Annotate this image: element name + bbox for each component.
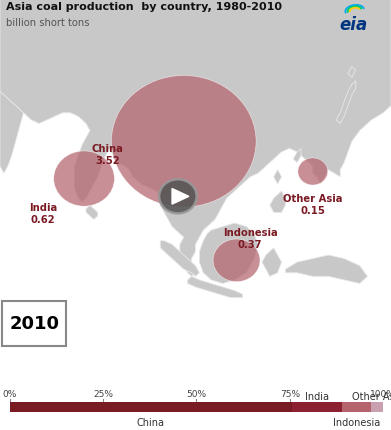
Polygon shape (0, 0, 391, 277)
Polygon shape (348, 68, 356, 78)
Text: Indonesia: Indonesia (333, 417, 380, 427)
Bar (371, 402, 383, 412)
Text: Other Asia: Other Asia (352, 391, 391, 401)
Text: 0%: 0% (3, 389, 17, 398)
Text: 50%: 50% (187, 389, 206, 398)
Polygon shape (336, 82, 356, 124)
Circle shape (159, 180, 197, 214)
Circle shape (298, 159, 328, 186)
Circle shape (213, 240, 260, 282)
Polygon shape (188, 277, 242, 298)
Circle shape (54, 152, 115, 207)
Text: 25%: 25% (93, 389, 113, 398)
Polygon shape (262, 249, 282, 277)
Polygon shape (285, 255, 368, 284)
Text: 2010: 2010 (9, 315, 59, 332)
Text: India
0.62: India 0.62 (29, 202, 57, 224)
Text: India: India (305, 391, 329, 401)
Text: China
3.52: China 3.52 (91, 144, 124, 166)
Polygon shape (86, 206, 98, 220)
Text: Asia coal production  by country, 1980-2010: Asia coal production by country, 1980-20… (6, 2, 282, 12)
Polygon shape (274, 170, 282, 184)
Polygon shape (293, 149, 301, 163)
Polygon shape (160, 241, 199, 277)
Bar (10, 402, 292, 412)
Text: billion short tons: billion short tons (6, 18, 90, 28)
Text: eia: eia (340, 16, 368, 34)
FancyBboxPatch shape (2, 301, 66, 346)
Text: China: China (137, 417, 165, 427)
Polygon shape (172, 189, 189, 205)
Polygon shape (199, 224, 258, 284)
Text: 100%: 100% (370, 389, 391, 398)
Polygon shape (0, 92, 23, 174)
Polygon shape (270, 192, 285, 213)
Text: Other Asia
0.15: Other Asia 0.15 (283, 194, 343, 216)
Text: Indonesia
0.37: Indonesia 0.37 (223, 227, 278, 249)
Bar (342, 402, 371, 412)
Bar (292, 402, 342, 412)
Text: 75%: 75% (280, 389, 300, 398)
Circle shape (111, 76, 256, 208)
